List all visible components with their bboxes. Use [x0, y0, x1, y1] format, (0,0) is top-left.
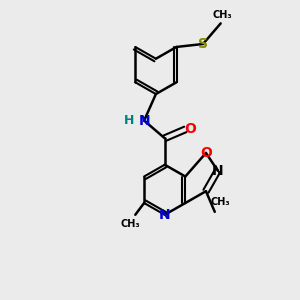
Text: O: O [200, 146, 212, 160]
Text: H: H [124, 114, 135, 127]
Text: CH₃: CH₃ [120, 219, 140, 229]
Text: N: N [138, 114, 150, 128]
Text: CH₃: CH₃ [212, 11, 232, 20]
Text: O: O [185, 122, 197, 136]
Text: S: S [198, 37, 208, 51]
Text: N: N [212, 164, 224, 178]
Text: N: N [159, 208, 170, 222]
Text: CH₃: CH₃ [210, 197, 230, 207]
